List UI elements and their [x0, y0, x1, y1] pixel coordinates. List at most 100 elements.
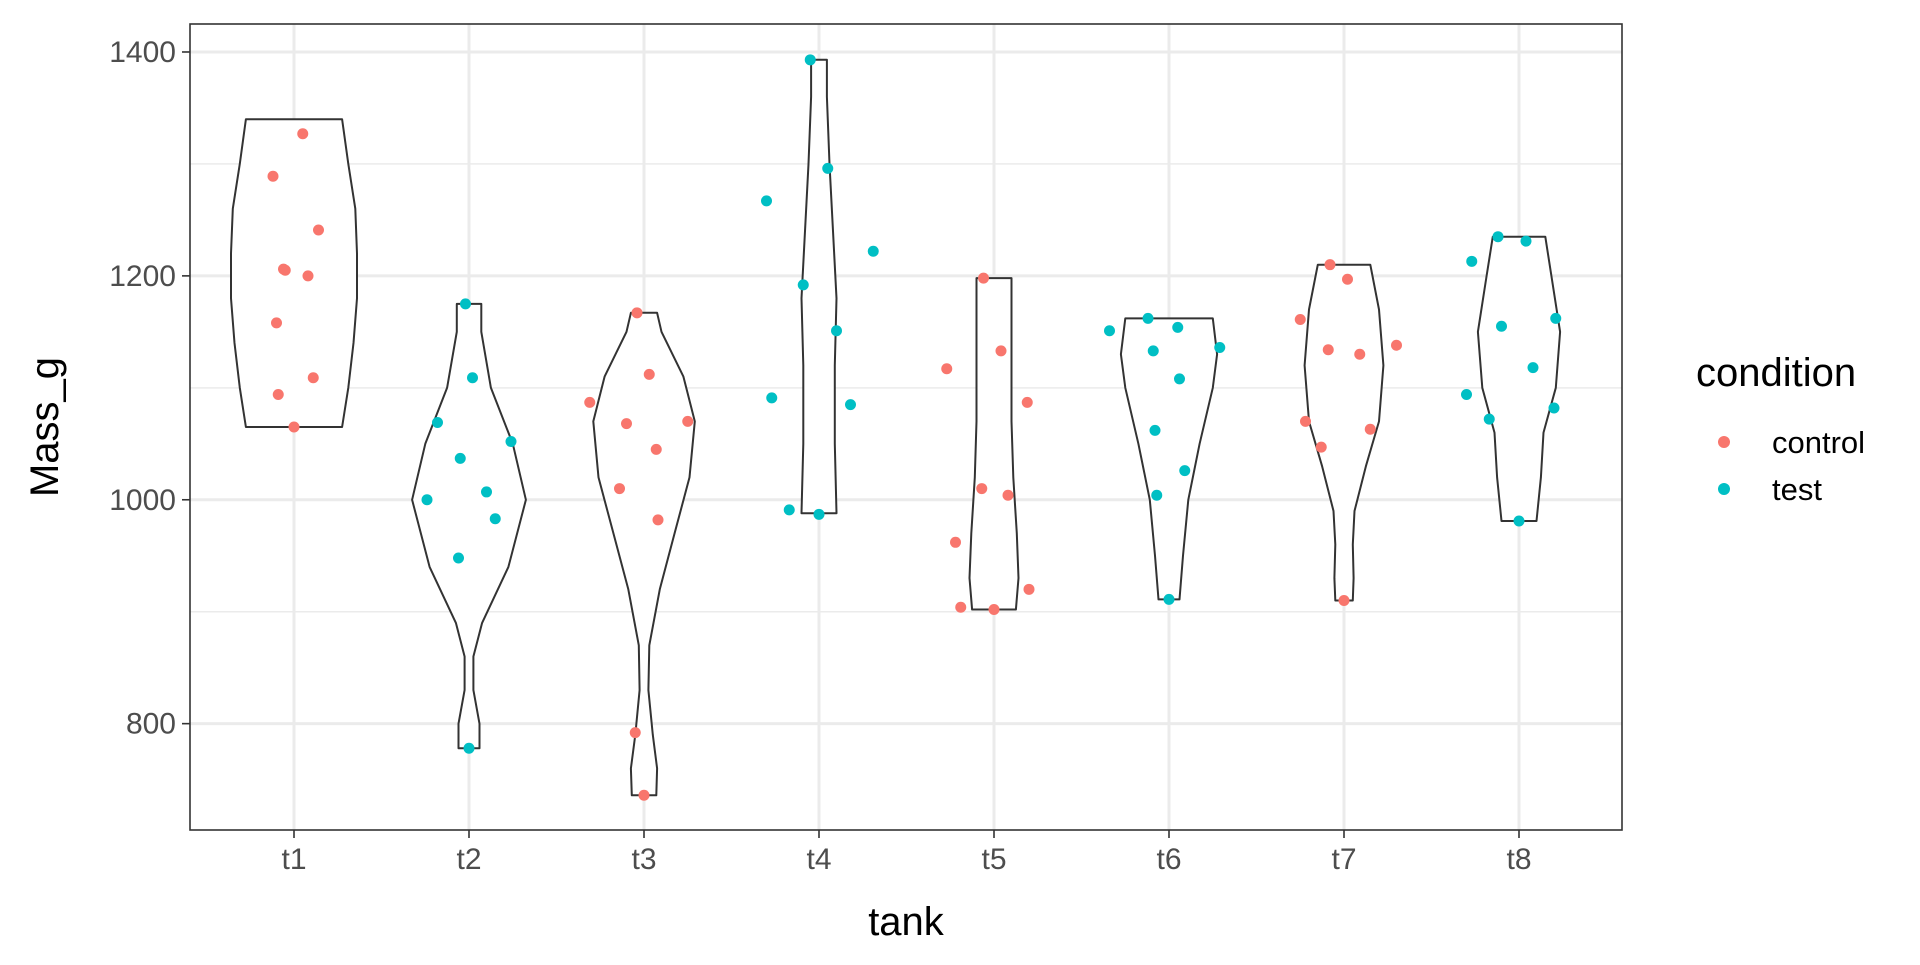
- axis-layer: 800 1000 1200 1400 t1 t2 t3 t4 t5 t6 t7 t8: [109, 36, 1531, 876]
- data-point-t4: [831, 325, 842, 337]
- x-tick-label: t6: [1156, 843, 1181, 876]
- data-point-t4: [761, 195, 772, 207]
- data-point-t3: [652, 514, 664, 526]
- data-point-t2: [489, 513, 501, 525]
- data-point-t8: [1466, 255, 1478, 267]
- data-point-t1: [267, 170, 279, 182]
- violin-t3: [592, 311, 696, 797]
- data-point-t3: [682, 415, 694, 427]
- data-point-t2: [453, 552, 464, 564]
- x-tick-label: t8: [1506, 843, 1531, 876]
- x-tick-label: t3: [631, 843, 656, 876]
- violin-t1: [230, 118, 358, 428]
- data-point-t7: [1294, 314, 1306, 326]
- data-point-t2: [467, 372, 478, 384]
- violin-t6: [1119, 317, 1219, 601]
- data-point-t6: [1172, 321, 1184, 333]
- x-tick-label: t4: [806, 843, 831, 876]
- data-point-t1: [271, 317, 282, 329]
- data-point-t7: [1338, 595, 1350, 607]
- data-point-t7: [1315, 441, 1327, 453]
- data-point-t4: [766, 392, 778, 404]
- data-point-t8: [1496, 320, 1507, 332]
- data-point-t8: [1548, 402, 1560, 414]
- data-point-t1: [288, 421, 300, 433]
- data-point-t6: [1147, 345, 1159, 357]
- data-point-t4: [783, 504, 795, 516]
- data-point-t6: [1174, 373, 1185, 385]
- x-tick-label: t7: [1331, 843, 1356, 876]
- violin-t2: [411, 302, 527, 750]
- data-point-t5: [955, 601, 967, 613]
- y-tick-label: 1400: [109, 36, 176, 69]
- data-point-t8: [1513, 515, 1525, 527]
- x-axis-title: tank: [868, 900, 945, 944]
- data-point-t5: [978, 272, 989, 284]
- data-point-t1: [272, 389, 284, 401]
- data-point-t3: [584, 396, 596, 408]
- y-tick-label: 1000: [109, 484, 176, 517]
- data-point-t1: [307, 372, 319, 384]
- data-point-t1: [302, 270, 314, 282]
- data-point-t8: [1461, 389, 1472, 401]
- data-point-t6: [1151, 489, 1163, 501]
- data-point-t2: [505, 436, 517, 448]
- data-point-t5: [950, 536, 961, 548]
- panel-border: [189, 23, 1623, 831]
- data-point-t5: [1002, 489, 1014, 501]
- legend: condition control test: [1696, 351, 1865, 507]
- data-point-t4: [845, 399, 856, 411]
- data-point-t3: [629, 727, 641, 739]
- data-point-t1: [313, 224, 324, 236]
- data-point-t5: [988, 603, 1000, 615]
- data-point-t2: [454, 452, 466, 464]
- data-point-t6: [1104, 325, 1115, 337]
- data-point-t7: [1324, 259, 1336, 271]
- data-point-t8: [1520, 235, 1532, 247]
- data-point-t4: [822, 162, 834, 174]
- data-point-t5: [1021, 396, 1033, 408]
- data-point-t2: [421, 494, 433, 506]
- data-point-t6: [1149, 424, 1161, 436]
- data-point-t2: [460, 298, 471, 310]
- data-point-t4: [797, 279, 809, 291]
- legend-title: condition: [1696, 351, 1856, 395]
- data-point-t7: [1354, 348, 1366, 360]
- y-tick-label: 1200: [109, 260, 176, 293]
- data-point-t6: [1214, 342, 1226, 354]
- data-point-t2: [463, 742, 475, 754]
- data-point-t8: [1492, 231, 1504, 243]
- legend-entries: control test: [1718, 425, 1865, 507]
- data-point-t6: [1142, 312, 1154, 324]
- data-point-t1: [297, 128, 309, 140]
- data-point-t2: [481, 486, 492, 498]
- data-point-t3: [643, 368, 655, 380]
- data-point-t1: [278, 263, 289, 275]
- data-point-t2: [432, 417, 443, 429]
- data-point-t4: [867, 245, 879, 257]
- legend-key-test: [1718, 483, 1730, 495]
- y-tick-label: 800: [126, 708, 176, 741]
- data-point-t8: [1550, 312, 1562, 324]
- data-point-t6: [1179, 465, 1191, 477]
- point-layer: [267, 54, 1562, 801]
- x-tick-label: t1: [281, 843, 306, 876]
- data-point-t3: [614, 483, 625, 495]
- data-point-t3: [650, 443, 662, 455]
- data-point-t4: [804, 54, 816, 66]
- data-point-t5: [941, 363, 953, 375]
- x-tick-label: t2: [456, 843, 481, 876]
- data-point-t3: [631, 307, 643, 319]
- violin-t5: [968, 277, 1020, 611]
- y-axis-title: Mass_g: [23, 357, 67, 497]
- data-point-t3: [638, 789, 650, 801]
- legend-label-test: test: [1772, 472, 1822, 507]
- data-point-t7: [1300, 415, 1311, 427]
- data-point-t8: [1483, 413, 1495, 425]
- data-point-t6: [1163, 593, 1175, 605]
- data-point-t7: [1391, 339, 1402, 351]
- data-point-t3: [621, 418, 632, 430]
- data-point-t7: [1322, 344, 1334, 356]
- legend-label-control: control: [1772, 425, 1865, 460]
